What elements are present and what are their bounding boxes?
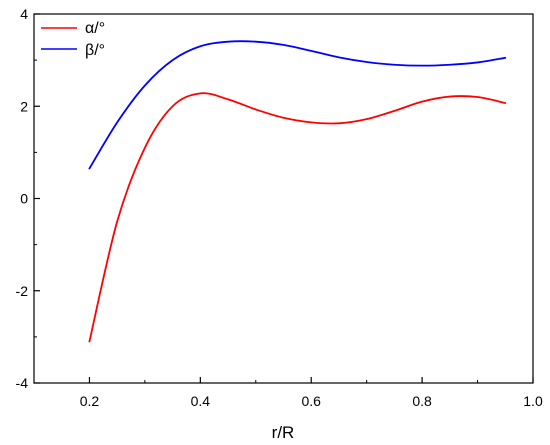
series-layer [88,40,507,343]
x-tick-label: 1.0 [523,393,543,409]
y-tick-label: -4 [16,375,29,391]
x-tick-label: 0.6 [301,393,321,409]
x-tick-label: 0.4 [191,393,211,409]
y-tick-label: 4 [20,6,28,22]
legend-label-beta: β/° [85,42,105,59]
y-tick-label: 0 [20,191,28,207]
series-alpha-line [88,92,507,343]
plot-frame [33,13,534,384]
y-axis-ticks: -4 -2 0 2 4 [16,6,40,391]
y-tick-label: -2 [16,283,29,299]
y-tick-label: 2 [20,98,28,114]
legend-label-alpha: α/° [85,20,105,37]
x-tick-label: 0.8 [412,393,432,409]
legend: α/° β/° [41,20,105,59]
x-tick-label: 0.2 [80,393,100,409]
x-axis-ticks: 0.2 0.4 0.6 0.8 1.0 [80,377,543,409]
x-axis-title: r/R [272,423,295,442]
series-beta-line [88,40,507,170]
